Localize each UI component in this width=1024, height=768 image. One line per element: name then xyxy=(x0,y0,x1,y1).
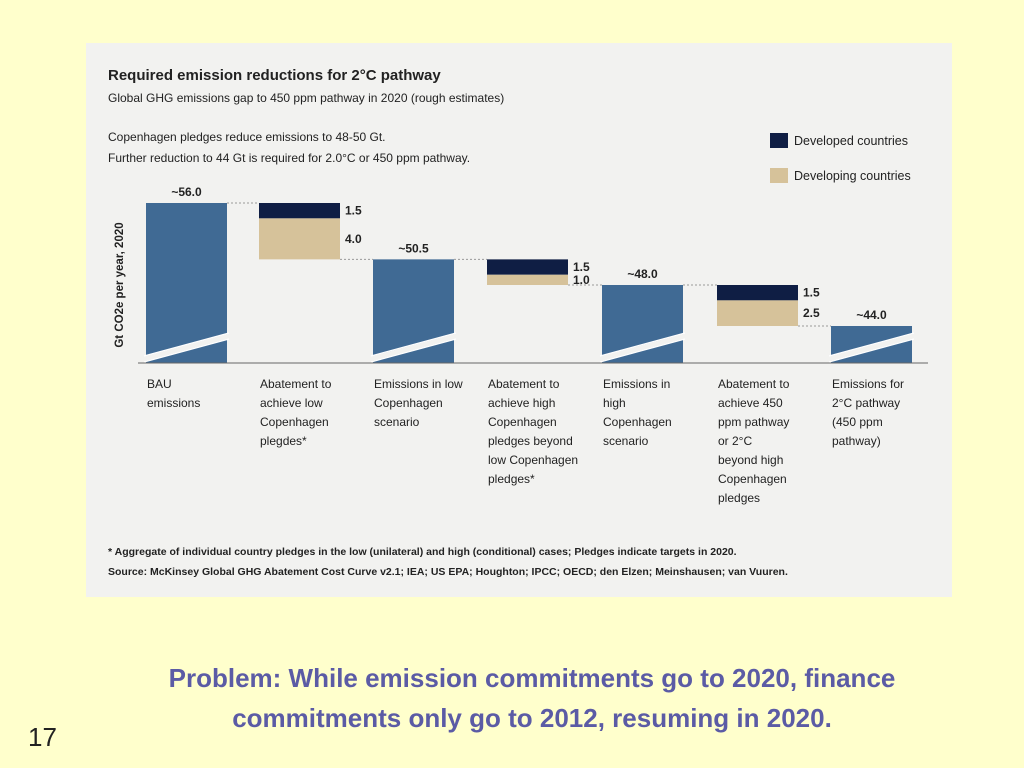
axis-break xyxy=(828,333,915,362)
data-label-developed: 1.5 xyxy=(345,204,362,218)
axis-break-line xyxy=(143,338,230,363)
bar-developed xyxy=(717,285,798,301)
slide-caption: Problem: While emission commitments go t… xyxy=(40,658,1024,738)
y-axis-label: Gt CO2e per year, 2020 xyxy=(114,222,126,347)
chart-figure: Required emission reductions for 2°C pat… xyxy=(86,43,952,597)
chart-note: Further reduction to 44 Gt is required f… xyxy=(108,151,470,165)
chart-footnote: Source: McKinsey Global GHG Abatement Co… xyxy=(108,566,788,578)
legend-label-developing: Developing countries xyxy=(794,169,911,183)
category-label: BAU xyxy=(147,377,172,391)
category-label: pledges beyond xyxy=(488,434,573,448)
bar-developing xyxy=(487,274,568,285)
data-label-total: ~56.0 xyxy=(171,185,202,199)
caption-line: Problem: While emission commitments go t… xyxy=(168,663,896,693)
data-label-total: ~48.0 xyxy=(627,267,658,281)
category-label: ppm pathway xyxy=(718,415,789,429)
bar-total xyxy=(602,285,683,363)
category-label: pledges xyxy=(718,491,760,505)
category-label: scenario xyxy=(603,434,649,448)
axis-break xyxy=(370,333,457,362)
category-label: Copenhagen xyxy=(718,472,787,486)
bar-developed xyxy=(259,203,340,219)
data-label-total: ~50.5 xyxy=(398,241,429,255)
chart-note: Copenhagen pledges reduce emissions to 4… xyxy=(108,130,386,144)
data-label-developed: 1.5 xyxy=(573,260,590,274)
data-label-developing: 2.5 xyxy=(803,306,820,320)
data-label-developed: 1.5 xyxy=(803,286,820,300)
category-label: plegdes* xyxy=(260,434,307,448)
axis-break-line xyxy=(370,332,457,357)
page-number: 17 xyxy=(28,722,57,752)
axis-break-line xyxy=(599,332,686,357)
legend-label-developed: Developed countries xyxy=(794,134,908,148)
chart-footnote: * Aggregate of individual country pledge… xyxy=(108,546,737,558)
category-label: Emissions in low xyxy=(374,377,463,391)
bar-developing xyxy=(717,300,798,326)
category-label: Copenhagen xyxy=(603,415,672,429)
category-label: achieve high xyxy=(488,396,555,410)
category-label: Copenhagen xyxy=(488,415,557,429)
category-label: beyond high xyxy=(718,453,783,467)
legend-swatch-developed xyxy=(770,133,788,148)
axis-break-line xyxy=(828,338,915,363)
data-label-total: ~44.0 xyxy=(856,308,887,322)
axis-break-line xyxy=(599,338,686,363)
bar-developed xyxy=(487,259,568,275)
category-label: high xyxy=(603,396,626,410)
category-label: Emissions in xyxy=(603,377,670,391)
category-label: Copenhagen xyxy=(374,396,443,410)
axis-break-line xyxy=(370,338,457,363)
axis-break-line xyxy=(828,332,915,357)
axis-break xyxy=(143,333,230,362)
category-label: Emissions for xyxy=(832,377,904,391)
category-label: pathway) xyxy=(832,434,881,448)
chart-subtitle: Global GHG emissions gap to 450 ppm path… xyxy=(108,91,504,105)
category-label: Abatement to xyxy=(260,377,332,391)
category-label: achieve low xyxy=(260,396,323,410)
bar-developing xyxy=(259,218,340,260)
category-label: pledges* xyxy=(488,472,535,486)
category-label: scenario xyxy=(374,415,420,429)
category-label: Abatement to xyxy=(488,377,560,391)
category-label: achieve 450 xyxy=(718,396,783,410)
caption-line: commitments only go to 2012, resuming in… xyxy=(232,703,832,733)
category-label: 2°C pathway xyxy=(832,396,900,410)
category-label: low Copenhagen xyxy=(488,453,578,467)
category-label: emissions xyxy=(147,396,200,410)
category-label: or 2°C xyxy=(718,434,752,448)
data-label-developing: 1.0 xyxy=(573,273,590,287)
category-label: Copenhagen xyxy=(260,415,329,429)
axis-break xyxy=(599,333,686,362)
data-label-developing: 4.0 xyxy=(345,232,362,246)
bar-total xyxy=(146,203,227,363)
category-label: Abatement to xyxy=(718,377,790,391)
legend-swatch-developing xyxy=(770,168,788,183)
chart-title: Required emission reductions for 2°C pat… xyxy=(108,67,441,84)
axis-break-line xyxy=(143,332,230,357)
waterfall-chart: Required emission reductions for 2°C pat… xyxy=(108,67,928,578)
category-label: (450 ppm xyxy=(832,415,883,429)
